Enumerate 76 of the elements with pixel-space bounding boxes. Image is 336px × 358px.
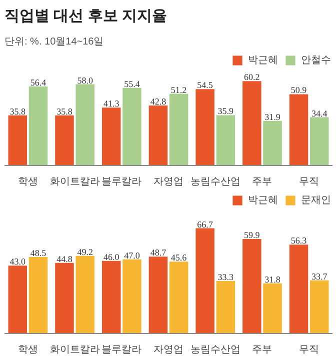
x-tick-label: 자영업 — [154, 176, 184, 188]
data-label: 31.9 — [264, 112, 281, 122]
data-label: 66.7 — [197, 219, 214, 230]
bar — [148, 106, 168, 166]
data-label: 58.0 — [77, 75, 94, 86]
x-tick-label: 학생 — [18, 176, 38, 188]
data-label: 41.3 — [103, 98, 120, 109]
bar — [122, 259, 142, 334]
data-label: 55.4 — [124, 78, 140, 89]
data-label: 35.8 — [56, 106, 73, 116]
legend-label: 안철수 — [301, 54, 331, 67]
data-label: 59.9 — [244, 230, 260, 240]
bar — [76, 84, 94, 166]
bar — [102, 260, 121, 334]
bar — [263, 283, 282, 334]
bar — [289, 244, 308, 334]
data-label: 43.0 — [10, 256, 26, 267]
x-tick-label: 주부 — [252, 176, 272, 188]
x-tick-label: 학생 — [18, 344, 38, 356]
bar — [216, 280, 236, 334]
bar — [310, 117, 329, 166]
x-tick-label: 농림수산업 — [190, 344, 240, 356]
data-label: 44.8 — [56, 254, 73, 264]
data-label: 48.7 — [150, 248, 167, 258]
bar — [28, 256, 48, 334]
x-tick-label: 화이트칼라 — [50, 344, 100, 356]
bar — [242, 81, 262, 166]
bar — [55, 115, 74, 166]
data-label: 56.3 — [290, 236, 308, 246]
data-label: 49.2 — [77, 246, 93, 257]
x-tick-label: 무직 — [299, 176, 320, 188]
bar — [242, 239, 262, 334]
data-label: 33.7 — [312, 271, 328, 282]
data-label: 31.8 — [264, 274, 281, 284]
data-label: 54.5 — [197, 80, 214, 90]
bar — [196, 89, 214, 166]
data-label: 35.8 — [10, 106, 26, 116]
bar — [310, 280, 329, 334]
bar — [55, 262, 74, 334]
bar — [169, 262, 188, 334]
bar — [148, 256, 168, 334]
bar — [289, 94, 308, 166]
legend-label: 문재인 — [301, 194, 331, 207]
x-tick-label: 무직 — [299, 344, 320, 356]
bar — [216, 115, 236, 166]
bar — [102, 108, 121, 166]
x-tick-label: 농림수산업 — [190, 176, 240, 188]
x-tick-label: 블루칼라 — [102, 344, 142, 356]
data-label: 46.0 — [103, 252, 120, 262]
bar — [196, 228, 214, 334]
legend-label: 박근혜 — [248, 54, 278, 67]
x-tick-label: 화이트칼라 — [50, 176, 100, 188]
data-label: 47.0 — [124, 250, 140, 260]
data-label: 33.3 — [218, 272, 234, 282]
data-label: 51.2 — [170, 84, 187, 95]
bar — [169, 94, 188, 166]
bar — [122, 88, 142, 166]
data-label: 45.6 — [170, 252, 188, 263]
data-label: 50.9 — [290, 85, 308, 96]
x-tick-label: 자영업 — [154, 344, 184, 356]
data-label: 34.4 — [312, 108, 328, 118]
data-label: 60.2 — [244, 72, 260, 82]
data-label: 42.8 — [150, 96, 167, 107]
bar — [263, 120, 282, 166]
data-label: 56.4 — [30, 77, 47, 88]
x-tick-label: 주부 — [252, 344, 272, 356]
bar — [8, 115, 27, 166]
chart-subtitle: 단위: %. 10월14~16일 — [4, 36, 104, 48]
x-tick-label: 블루칼라 — [102, 176, 142, 188]
data-label: 35.9 — [218, 106, 234, 116]
chart-title: 직업별 대선 후보 지지율 — [4, 8, 168, 24]
bar — [8, 266, 27, 334]
bar — [28, 86, 48, 166]
bar — [76, 256, 94, 334]
legend-label: 박근혜 — [248, 194, 278, 207]
data-label: 48.5 — [30, 248, 47, 258]
